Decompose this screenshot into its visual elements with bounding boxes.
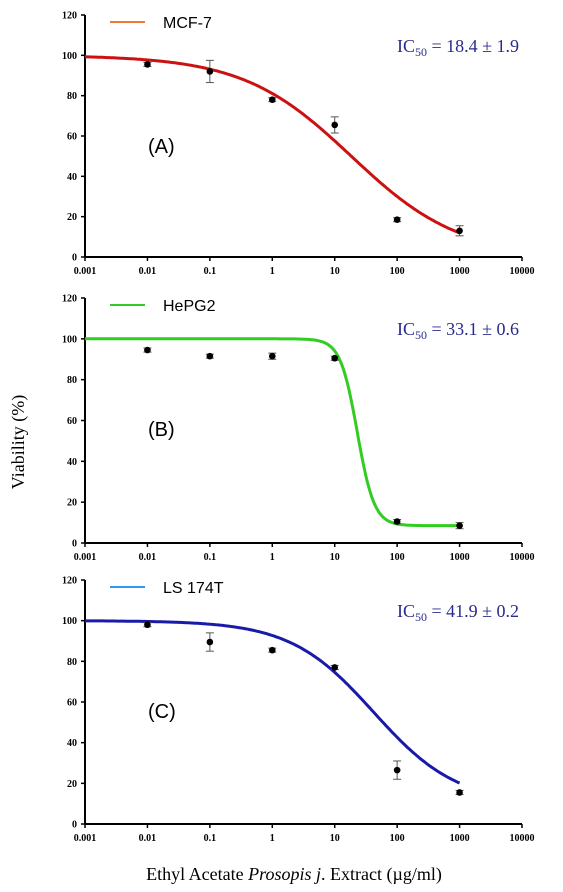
x-tick-label: 1 xyxy=(270,552,275,563)
y-tick-label: 0 xyxy=(72,820,77,831)
x-tick-label: 1 xyxy=(270,266,275,277)
data-point xyxy=(144,621,151,629)
x-tick-label: 0.01 xyxy=(139,833,157,844)
legend-label: HePG2 xyxy=(163,298,216,315)
data-point xyxy=(331,121,339,129)
chart-panel-1: 0 20 40 60 80 100 120 0.001 0.01 0.1 1 10 100 1000 100… xyxy=(62,11,535,278)
fit-curve xyxy=(84,619,461,785)
data-point xyxy=(393,518,401,525)
y-tick-label: 80 xyxy=(67,91,77,102)
data-point xyxy=(393,766,401,774)
ic50-prefix: IC xyxy=(397,319,415,339)
x-tick-label: 1000 xyxy=(450,833,470,844)
y-tick-label: 0 xyxy=(72,539,77,550)
x-tick-label: 10 xyxy=(330,833,340,844)
ic50-subscript: 50 xyxy=(415,45,427,59)
y-axis-label: Viability (%) xyxy=(8,395,29,489)
x-tick-label: 100 xyxy=(390,266,405,277)
data-point xyxy=(206,352,214,360)
x-tick-label: 10000 xyxy=(510,833,535,844)
data-point xyxy=(393,216,401,223)
y-tick-label: 60 xyxy=(67,698,77,709)
y-tick-label: 60 xyxy=(67,132,77,143)
y-tick-label: 80 xyxy=(67,657,77,668)
data-point xyxy=(331,354,339,362)
data-point xyxy=(206,638,214,646)
x-axis-label-italic: Prosopis j xyxy=(247,864,321,884)
y-tick-label: 20 xyxy=(67,212,77,223)
data-point xyxy=(144,61,151,68)
x-tick-label: 0.1 xyxy=(204,552,217,563)
panel-label: (C) xyxy=(148,701,176,723)
y-tick-label: 40 xyxy=(67,457,77,468)
y-tick-label: 20 xyxy=(67,779,77,790)
x-tick-label: 1000 xyxy=(450,552,470,563)
data-point xyxy=(456,522,463,529)
y-tick-label: 40 xyxy=(67,172,77,183)
y-tick-label: 80 xyxy=(67,375,77,386)
ic50-annotation: IC50 = 33.1 ± 0.6 xyxy=(397,319,519,342)
ic50-value: = 33.1 ± 0.6 xyxy=(427,319,519,339)
x-tick-label: 0.01 xyxy=(139,552,157,563)
x-tick-label: 0.001 xyxy=(74,833,97,844)
x-tick-label: 0.1 xyxy=(204,266,217,277)
x-tick-label: 0.01 xyxy=(139,266,157,277)
ic50-annotation: IC50 = 41.9 ± 0.2 xyxy=(397,601,519,624)
ic50-prefix: IC xyxy=(397,36,415,56)
x-tick-label: 100 xyxy=(390,552,405,563)
x-axis-label-part1: Ethyl Acetate xyxy=(146,864,248,884)
y-tick-label: 100 xyxy=(62,616,77,627)
panel-label: (B) xyxy=(148,419,175,441)
x-tick-label: 0.1 xyxy=(204,833,217,844)
x-tick-label: 10000 xyxy=(510,266,535,277)
y-tick-label: 100 xyxy=(62,334,77,345)
x-tick-label: 10000 xyxy=(510,552,535,563)
data-point xyxy=(206,68,214,75)
panel-label: (A) xyxy=(148,136,175,158)
data-point xyxy=(268,352,276,360)
data-point xyxy=(144,346,151,354)
chart-panel-2: 0 20 40 60 80 100 120 0.001 0.01 0.1 1 10 100 1000 100… xyxy=(62,294,535,564)
data-point xyxy=(331,664,339,671)
y-tick-label: 40 xyxy=(67,738,77,749)
data-point xyxy=(456,789,463,796)
data-point xyxy=(456,227,463,235)
x-tick-label: 10 xyxy=(330,552,340,563)
legend-label: LS 174T xyxy=(163,580,224,597)
ic50-subscript: 50 xyxy=(415,328,427,342)
y-tick-label: 20 xyxy=(67,498,77,509)
x-tick-label: 1 xyxy=(270,833,275,844)
x-tick-label: 10 xyxy=(330,266,340,277)
x-tick-label: 0.001 xyxy=(74,552,97,563)
ic50-value: = 18.4 ± 1.9 xyxy=(427,36,519,56)
y-tick-label: 120 xyxy=(62,576,77,587)
ic50-prefix: IC xyxy=(397,601,415,621)
ic50-subscript: 50 xyxy=(415,610,427,624)
y-tick-label: 100 xyxy=(62,51,77,62)
fit-curve xyxy=(84,55,461,235)
x-axis-label: Ethyl Acetate Prosopis j. Extract (µg/ml… xyxy=(146,864,442,885)
ic50-value: = 41.9 ± 0.2 xyxy=(427,601,519,621)
ic50-annotation: IC50 = 18.4 ± 1.9 xyxy=(397,36,519,59)
x-tick-label: 0.001 xyxy=(74,266,97,277)
x-axis-label-part2: . Extract (µg/ml) xyxy=(321,864,442,885)
y-tick-label: 0 xyxy=(72,253,77,264)
chart-panel-3: 0 20 40 60 80 100 120 0.001 0.01 0.1 1 10 100 1000 100… xyxy=(62,576,535,845)
data-point xyxy=(268,96,276,103)
legend-label: MCF-7 xyxy=(163,15,212,32)
y-tick-label: 120 xyxy=(62,294,77,305)
y-tick-label: 120 xyxy=(62,11,77,22)
x-tick-label: 100 xyxy=(390,833,405,844)
x-tick-label: 1000 xyxy=(450,266,470,277)
data-point xyxy=(268,646,276,654)
fit-curve xyxy=(85,337,460,528)
y-tick-label: 60 xyxy=(67,416,77,427)
